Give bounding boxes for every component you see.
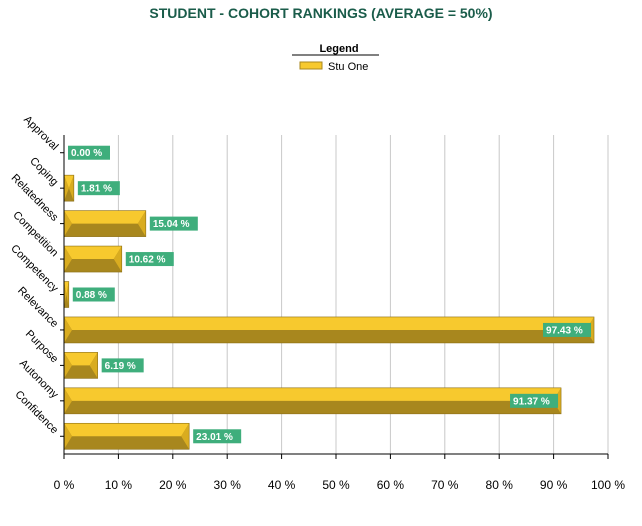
data-label: 0.00 % <box>68 145 110 160</box>
legend-swatch <box>299 61 323 70</box>
x-tick-labels: 0 % 10 % 20 % 30 % 40 % 50 % 60 % 70 % 80 % 90 % 1… <box>54 478 626 492</box>
x-tick-label: 60 % <box>377 478 405 492</box>
data-label: 1.81 % <box>77 181 120 196</box>
category-label: Approval <box>21 114 60 153</box>
x-tick-label: 40 % <box>268 478 296 492</box>
x-tick-label: 0 % <box>54 478 75 492</box>
legend-series-name: Stu One <box>328 61 368 73</box>
x-tick-label: 70 % <box>431 478 459 492</box>
bar <box>63 352 98 379</box>
category-labels: ApprovalCopingRelatednessCompetitionComp… <box>8 114 61 437</box>
bar <box>63 387 562 415</box>
x-tick-label: 10 % <box>105 478 133 492</box>
bar <box>63 422 190 450</box>
data-label: 0.88 % <box>72 287 115 302</box>
data-label: 23.01 % <box>193 429 242 444</box>
x-tick-label: 80 % <box>486 478 514 492</box>
svg-text:97.43 %: 97.43 % <box>546 325 583 336</box>
svg-text:10.62 %: 10.62 % <box>129 255 166 266</box>
bar <box>63 210 147 237</box>
x-tick-label: 20 % <box>159 478 187 492</box>
chart-title: STUDENT - COHORT RANKINGS (AVERAGE = 50%… <box>149 5 492 21</box>
svg-text:1.81 %: 1.81 % <box>81 184 112 195</box>
category-label: Coping <box>27 155 60 188</box>
legend-title: Legend <box>319 43 358 55</box>
data-label: 6.19 % <box>101 358 144 373</box>
axes <box>60 135 609 459</box>
svg-text:6.19 %: 6.19 % <box>105 361 136 372</box>
data-labels: 0.00 % 1.81 % 15.04 % 10.62 % 0.88 % 97.43 % 6… <box>68 145 592 444</box>
x-tick-label: 90 % <box>540 478 568 492</box>
bar <box>63 316 595 344</box>
x-tick-label: 50 % <box>322 478 350 492</box>
x-tick-label: 100 % <box>591 478 625 492</box>
svg-text:15.04 %: 15.04 % <box>153 219 190 230</box>
svg-text:0.88 %: 0.88 % <box>76 290 107 301</box>
bar <box>63 281 70 308</box>
data-label: 97.43 % <box>543 322 592 337</box>
data-label: 10.62 % <box>125 252 174 267</box>
legend: Legend Stu One <box>292 43 379 73</box>
bar <box>63 174 75 202</box>
x-tick-label: 30 % <box>214 478 242 492</box>
bars <box>63 174 595 450</box>
svg-text:23.01 %: 23.01 % <box>196 432 233 443</box>
svg-text:91.37 %: 91.37 % <box>513 396 550 407</box>
data-label: 15.04 % <box>149 216 198 231</box>
bar <box>63 245 123 273</box>
svg-text:0.00 %: 0.00 % <box>71 148 102 159</box>
data-label: 91.37 % <box>510 393 559 408</box>
